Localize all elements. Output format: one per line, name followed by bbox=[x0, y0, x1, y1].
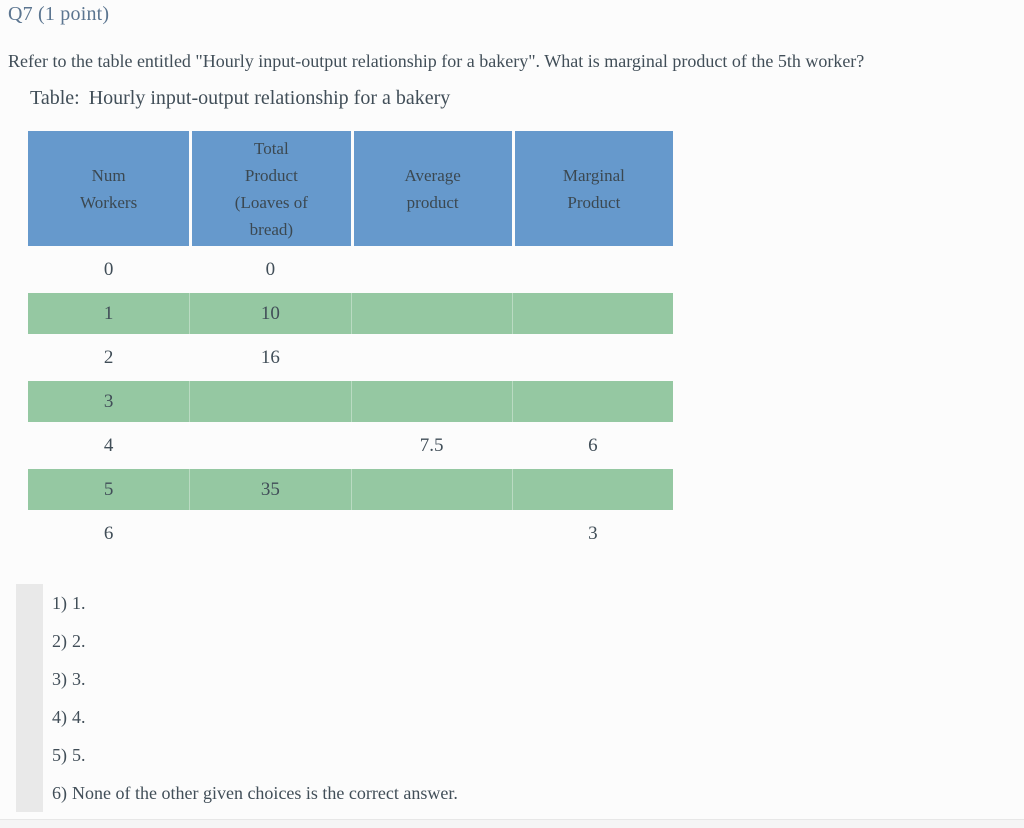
option-label: 2) bbox=[52, 631, 67, 651]
option-row[interactable]: 3) 3. bbox=[52, 660, 458, 698]
table-row: 4 7.5 6 bbox=[28, 425, 673, 466]
table-cell bbox=[512, 249, 673, 290]
column-header: Num Workers bbox=[28, 131, 190, 246]
table-row: 1 10 bbox=[28, 293, 673, 334]
table-cell bbox=[512, 337, 673, 378]
table-cell: 3 bbox=[588, 522, 598, 544]
option-label: 6) bbox=[52, 783, 67, 803]
table-cell bbox=[511, 381, 673, 422]
answer-options-section: 1) 1. 2) 2. 3) 3. 4) 4. 5) 5. 6) None of the other … bbox=[16, 584, 1016, 812]
column-header: Total Product (Loaves of bread) bbox=[189, 131, 351, 246]
table-cell: 6 bbox=[103, 522, 114, 544]
option-row[interactable]: 1) 1. bbox=[52, 584, 458, 622]
table-cell: 1 bbox=[28, 293, 190, 334]
option-row[interactable]: 4) 4. bbox=[52, 698, 458, 736]
option-label: 3) bbox=[52, 669, 67, 689]
question-header: Q7 (1 point) bbox=[8, 3, 110, 25]
column-header: Average product bbox=[350, 131, 512, 246]
option-text: 4. bbox=[72, 707, 86, 727]
table-cell bbox=[350, 469, 512, 510]
table-cell: 4 bbox=[103, 434, 114, 456]
table-cell: 0 bbox=[265, 258, 276, 280]
table-cell bbox=[351, 337, 512, 378]
table-cell: 6 bbox=[588, 434, 598, 456]
table-cell: 0 bbox=[103, 258, 114, 280]
option-text: 1. bbox=[72, 593, 86, 613]
option-text: 3. bbox=[72, 669, 86, 689]
table-caption-title: Hourly input-output relationship for a b… bbox=[88, 87, 451, 109]
io-table-body: 0 0 1 10 2 16 3 4 7.5 6 5 35 6 3 bbox=[28, 249, 673, 554]
option-label: 4) bbox=[52, 707, 67, 727]
table-cell: 16 bbox=[260, 346, 280, 368]
column-header: Marginal Product bbox=[511, 131, 673, 246]
table-cell: 7.5 bbox=[419, 434, 444, 456]
question-prompt: Refer to the table entitled "Hourly inpu… bbox=[8, 51, 865, 71]
table-row: 2 16 bbox=[28, 337, 673, 378]
option-text: None of the other given choices is the c… bbox=[72, 783, 458, 803]
table-cell bbox=[350, 293, 512, 334]
table-cell: 2 bbox=[103, 346, 114, 368]
table-cell: 3 bbox=[28, 381, 190, 422]
table-cell bbox=[351, 249, 512, 290]
table-row: 5 35 bbox=[28, 469, 673, 510]
options-list: 1) 1. 2) 2. 3) 3. 4) 4. 5) 5. 6) None of the other … bbox=[43, 584, 458, 812]
table-cell bbox=[189, 425, 350, 466]
table-row: 3 bbox=[28, 381, 673, 422]
option-label: 5) bbox=[52, 745, 67, 765]
options-side-bar bbox=[16, 584, 43, 812]
table-caption-prefix: Table: bbox=[30, 87, 80, 109]
option-text: 2. bbox=[72, 631, 86, 651]
table-cell: 10 bbox=[189, 293, 351, 334]
table-cell bbox=[350, 381, 512, 422]
table-cell bbox=[189, 381, 351, 422]
table-cell: 5 bbox=[28, 469, 190, 510]
option-row[interactable]: 6) None of the other given choices is the… bbox=[52, 774, 458, 812]
option-row[interactable]: 5) 5. bbox=[52, 736, 458, 774]
io-table: Num Workers Total Product (Loaves of brea… bbox=[28, 128, 673, 557]
table-cell bbox=[511, 469, 673, 510]
option-row[interactable]: 2) 2. bbox=[52, 622, 458, 660]
table-caption: Table: Hourly input-output relationship f… bbox=[30, 86, 1016, 111]
table-cell bbox=[511, 293, 673, 334]
io-table-head: Num Workers Total Product (Loaves of brea… bbox=[28, 131, 673, 246]
table-header-row: Num Workers Total Product (Loaves of brea… bbox=[28, 131, 673, 246]
table-cell bbox=[189, 513, 350, 554]
option-text: 5. bbox=[72, 745, 86, 765]
table-cell: 35 bbox=[189, 469, 351, 510]
bottom-divider bbox=[0, 819, 1024, 828]
option-label: 1) bbox=[52, 593, 67, 613]
table-cell bbox=[351, 513, 512, 554]
